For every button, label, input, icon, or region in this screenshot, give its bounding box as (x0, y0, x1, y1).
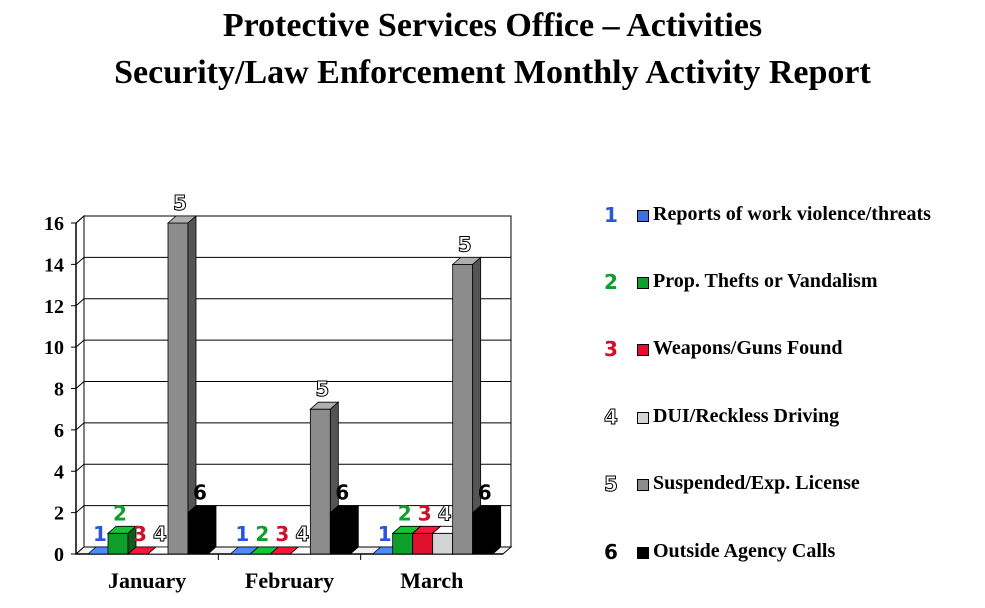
gridline-side (75, 298, 85, 307)
gridline-side (75, 463, 85, 472)
data-label: 5 (315, 377, 329, 401)
legend-label-1: Reports of work violence/threats (653, 203, 931, 225)
data-label: 3 (133, 522, 147, 546)
y-tick-label: 8 (54, 379, 64, 401)
y-tick-label: 2 (54, 503, 64, 525)
data-label: 5 (458, 232, 472, 256)
x-tick-label: February (245, 568, 334, 593)
legend-number-1: 1 (604, 203, 618, 227)
legend-swatch-4 (637, 412, 649, 424)
legend-swatch-1 (637, 210, 649, 222)
bar (106, 525, 138, 555)
y-tick-label: 12 (44, 296, 64, 318)
data-label: 4 (153, 522, 167, 546)
gridline-side (75, 256, 85, 265)
data-label: 5 (173, 191, 187, 215)
gridline-side (75, 381, 85, 389)
x-tick-label: March (400, 568, 463, 593)
legend-label-2: Prop. Thefts or Vandalism (653, 270, 878, 292)
bar (186, 504, 218, 555)
legend-swatch-3 (637, 344, 649, 356)
gridline-side (75, 215, 85, 224)
data-label: 1 (378, 522, 392, 546)
data-label: 3 (275, 522, 289, 546)
data-label: 2 (398, 501, 412, 525)
legend-label-6: Outside Agency Calls (653, 540, 836, 562)
y-tick-label: 14 (44, 254, 64, 276)
data-label: 4 (295, 522, 309, 546)
gridline-side (75, 505, 85, 514)
legend-swatch-6 (637, 547, 649, 559)
gridline-side (75, 339, 85, 348)
legend-swatch-5 (637, 479, 649, 491)
legend-number-4: 4 (604, 405, 619, 430)
data-label: 2 (113, 501, 127, 525)
data-label: 1 (93, 522, 107, 546)
bar (451, 256, 482, 555)
legend-number-6: 6 (604, 540, 618, 564)
data-label: 4 (438, 501, 452, 525)
legend-label-4: DUI/Reckless Driving (653, 405, 840, 427)
legend-label-5: Suspended/Exp. License (653, 472, 860, 494)
y-tick-label: 0 (54, 544, 64, 566)
data-label: 1 (235, 522, 249, 546)
bar (166, 215, 198, 555)
legend-number-2: 2 (604, 270, 618, 294)
data-label: 3 (418, 501, 432, 525)
chart-subtitle: Security/Law Enforcement Monthly Activit… (114, 54, 871, 91)
y-tick-label: 4 (54, 461, 64, 483)
chart-title: Protective Services Office – Activities (222, 7, 763, 44)
legend-label-3: Weapons/Guns Found (653, 337, 843, 359)
data-label: 6 (478, 481, 492, 505)
legend-number-3: 3 (604, 337, 618, 361)
legend-number-5: 5 (604, 472, 619, 497)
data-label: 2 (255, 522, 269, 546)
y-tick-label: 6 (54, 420, 64, 442)
data-label: 6 (335, 481, 349, 505)
y-tick-label: 10 (44, 337, 64, 359)
legend-swatch-2 (637, 277, 649, 289)
bar (329, 504, 360, 555)
bar (471, 504, 502, 555)
gridline-side (75, 422, 85, 431)
x-tick-label: January (108, 568, 186, 593)
y-tick-label: 16 (44, 213, 64, 235)
data-label: 6 (193, 481, 207, 505)
